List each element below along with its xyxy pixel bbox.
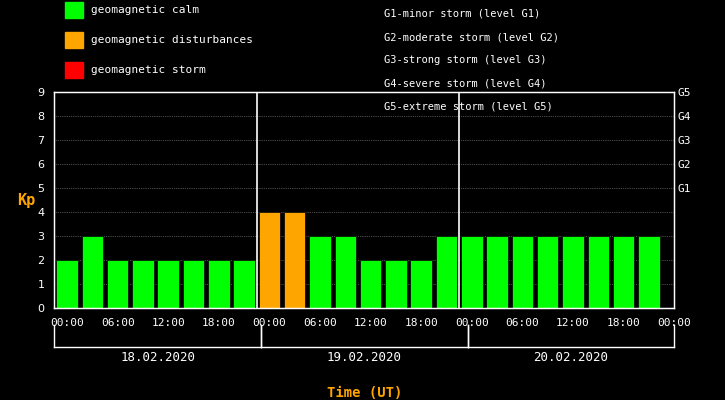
Bar [360,260,381,308]
Text: geomagnetic calm: geomagnetic calm [91,5,199,15]
Bar [385,260,407,308]
Text: G4-severe storm (level G4): G4-severe storm (level G4) [384,78,547,88]
Bar [587,236,609,308]
Text: G2-moderate storm (level G2): G2-moderate storm (level G2) [384,32,559,42]
Bar [233,260,255,308]
Bar [486,236,508,308]
Text: geomagnetic disturbances: geomagnetic disturbances [91,35,252,45]
Bar [613,236,634,308]
Bar [284,212,305,308]
Text: Time (UT): Time (UT) [327,386,402,400]
Bar [259,212,280,308]
Bar [563,236,584,308]
Bar [334,236,356,308]
Text: 19.02.2020: 19.02.2020 [327,351,402,364]
Bar [436,236,457,308]
Bar [107,260,128,308]
Bar [208,260,230,308]
Bar [82,236,103,308]
Bar [512,236,533,308]
Bar [410,260,432,308]
Text: geomagnetic storm: geomagnetic storm [91,65,205,75]
Bar [132,260,154,308]
Bar [183,260,204,308]
Text: G3-strong storm (level G3): G3-strong storm (level G3) [384,55,547,65]
Text: G5-extreme storm (level G5): G5-extreme storm (level G5) [384,102,553,112]
Bar [57,260,78,308]
Text: 20.02.2020: 20.02.2020 [534,351,608,364]
Text: 18.02.2020: 18.02.2020 [120,351,195,364]
Y-axis label: Kp: Kp [17,192,36,208]
Bar [537,236,558,308]
Bar [638,236,660,308]
Bar [157,260,179,308]
Bar [310,236,331,308]
Text: G1-minor storm (level G1): G1-minor storm (level G1) [384,9,541,19]
Bar [461,236,483,308]
